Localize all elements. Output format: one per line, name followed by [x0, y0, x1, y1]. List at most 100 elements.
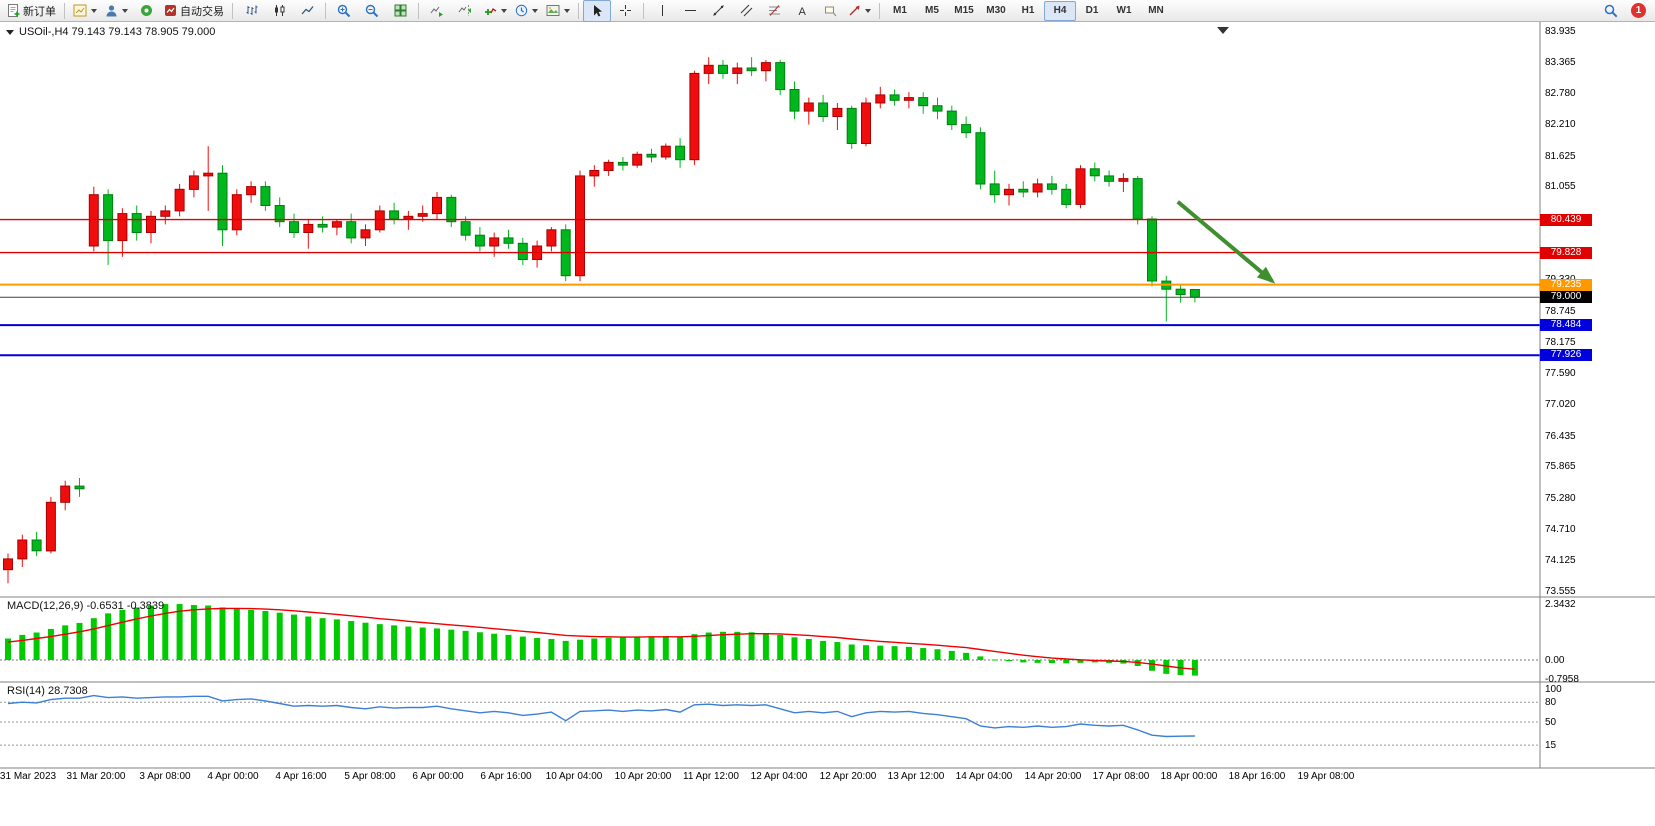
auto-scroll-icon	[430, 6, 443, 17]
timeframe-button-m1[interactable]: M1	[893, 5, 907, 16]
channel-icon	[740, 4, 752, 17]
candle-body	[875, 94, 886, 104]
candle-body	[689, 72, 700, 161]
candle-body	[589, 170, 600, 177]
candle-body	[946, 110, 957, 126]
periods-button[interactable]	[511, 0, 542, 22]
profiles-button[interactable]	[101, 0, 132, 22]
line-chart-button[interactable]	[293, 0, 321, 22]
chart-window[interactable]: USOil-,H4 79.143 79.143 78.905 79.000 MA…	[0, 22, 1655, 826]
candle-body	[632, 153, 643, 166]
macd-histogram-bar	[734, 631, 741, 660]
candle-body	[289, 221, 299, 233]
candle-body	[217, 172, 228, 231]
timeframe-button-w1[interactable]: W1	[1116, 5, 1132, 16]
crosshair-button[interactable]	[611, 0, 639, 22]
timeframe-button-mn[interactable]: MN	[1148, 5, 1164, 16]
candle-body	[789, 89, 800, 112]
macd-histogram-bar	[205, 605, 212, 660]
macd-histogram-bar	[391, 625, 398, 660]
macd-histogram-bar	[634, 636, 641, 660]
candle-body	[374, 210, 385, 231]
channel-tool-button[interactable]	[732, 0, 760, 22]
macd-histogram-bar	[248, 609, 255, 660]
candle-body	[546, 229, 557, 247]
timeframe-button-m15[interactable]: M15	[954, 5, 974, 16]
bar-chart-button[interactable]	[237, 0, 265, 22]
label-tool-button[interactable]	[816, 0, 844, 22]
macd-histogram-bar	[162, 604, 169, 660]
macd-histogram-bar	[1191, 660, 1198, 676]
chart-shift-button[interactable]	[451, 0, 479, 22]
notification-badge[interactable]: 1	[1631, 3, 1646, 18]
candle-body	[117, 213, 128, 242]
cursor-button[interactable]	[583, 0, 611, 22]
rsi-line	[7, 694, 1195, 738]
dropdown-arrow-icon	[865, 8, 871, 13]
macd-histogram-bar	[376, 624, 383, 660]
tile-windows-button[interactable]	[386, 0, 414, 22]
label-tool-icon	[824, 6, 836, 17]
candle-body	[1147, 218, 1157, 282]
timeframe-button-m5[interactable]: M5	[925, 5, 939, 16]
macd-histogram-bar	[448, 629, 455, 660]
macd-histogram-bar	[262, 611, 269, 660]
candle-body	[317, 223, 328, 228]
timeframe-button-h1[interactable]: H1	[1021, 5, 1035, 16]
candle-body	[803, 102, 814, 112]
macd-histogram-bar	[119, 609, 126, 660]
candle-body	[360, 229, 371, 239]
candle-body	[617, 161, 628, 166]
new-chart-icon	[73, 4, 87, 17]
arrows-tool-button[interactable]	[844, 0, 875, 22]
macd-histogram-bar	[5, 638, 11, 660]
new-order-button[interactable]: 新订单	[3, 0, 60, 22]
timeframe-button-m30[interactable]: M30	[986, 5, 1006, 16]
candle-body	[575, 175, 585, 277]
candle-body	[389, 210, 400, 220]
horizontal-line-tool-button[interactable]	[676, 0, 704, 22]
candle-body	[146, 215, 156, 234]
candlestick-chart-button[interactable]	[265, 0, 293, 22]
autotrading-button[interactable]: 自动交易	[160, 0, 228, 22]
templates-button[interactable]	[542, 0, 574, 22]
search-button[interactable]	[1597, 0, 1625, 22]
candle-body	[174, 188, 185, 212]
profiles-icon	[106, 5, 117, 17]
macd-histogram-bar	[348, 621, 355, 660]
trendline-tool-button[interactable]	[704, 0, 732, 22]
metaeditor-button[interactable]	[132, 0, 160, 22]
timeframe-button-h4[interactable]: H4	[1044, 0, 1076, 21]
macd-histogram-bar	[291, 614, 297, 660]
new-chart-button[interactable]	[69, 0, 101, 22]
fibonacci-tool-button[interactable]	[760, 0, 788, 22]
text-tool-button[interactable]: A	[788, 0, 816, 22]
candle-body	[903, 97, 914, 101]
vertical-line-tool-button[interactable]	[648, 0, 676, 22]
indicators-button[interactable]	[479, 0, 511, 22]
candle-body	[331, 221, 342, 228]
candle-body	[675, 145, 686, 161]
chart-canvas[interactable]	[0, 22, 1655, 826]
chart-shift-marker[interactable]	[1217, 27, 1229, 34]
dropdown-arrow-icon	[91, 8, 97, 13]
auto-scroll-button[interactable]	[423, 0, 451, 22]
zoom-out-button[interactable]	[358, 0, 386, 22]
macd-histogram-bar	[148, 605, 154, 660]
dropdown-arrow-icon	[501, 8, 507, 13]
macd-histogram-bar	[948, 650, 955, 660]
macd-histogram-bar	[90, 618, 97, 660]
candle-body	[403, 215, 414, 220]
candle-body	[1089, 168, 1100, 177]
candle-body	[503, 237, 514, 244]
macd-histogram-bar	[1077, 660, 1084, 663]
candle-body	[489, 237, 500, 247]
macd-histogram-bar	[319, 618, 326, 660]
macd-histogram-bar	[219, 607, 226, 660]
trend-arrow[interactable]	[1176, 200, 1274, 283]
candle-body	[417, 213, 428, 217]
text-tool-icon: A	[798, 6, 806, 17]
macd-histogram-bar	[977, 656, 984, 660]
timeframe-button-d1[interactable]: D1	[1085, 5, 1099, 16]
zoom-in-button[interactable]	[330, 0, 358, 22]
